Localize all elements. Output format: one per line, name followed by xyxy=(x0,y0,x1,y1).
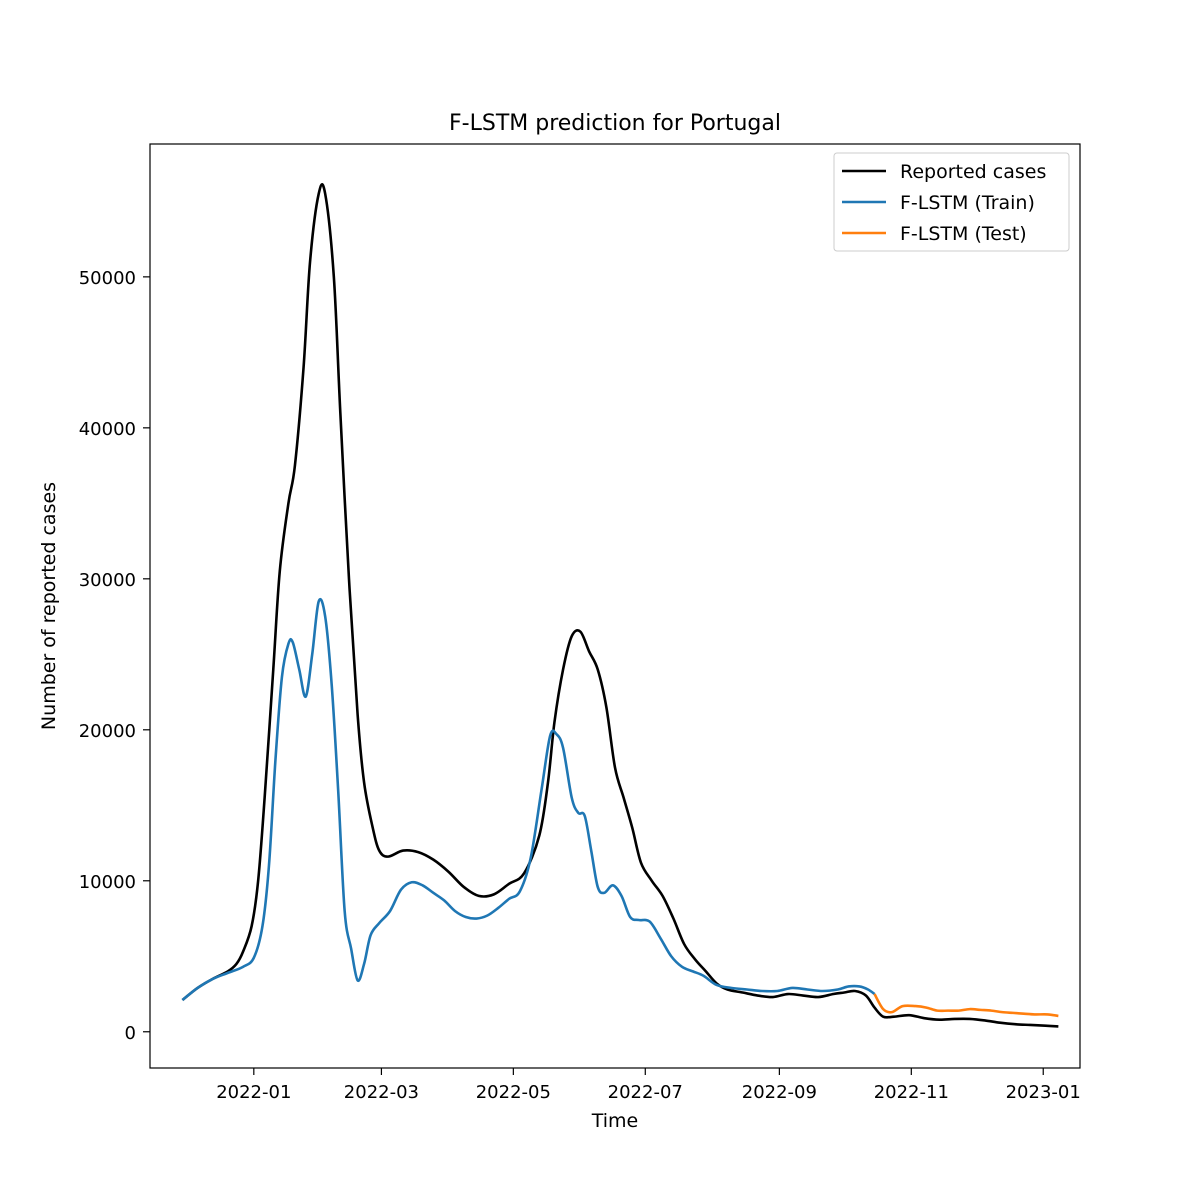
x-tick-label: 2022-05 xyxy=(476,1082,551,1103)
x-tick-label: 2022-11 xyxy=(874,1082,949,1103)
series-layer xyxy=(181,183,1059,1028)
x-tick-label: 2022-07 xyxy=(608,1082,683,1103)
x-tick-label: 2023-01 xyxy=(1006,1082,1081,1103)
series-line-f-lstm-train xyxy=(181,597,876,1002)
x-tick-label: 2022-01 xyxy=(216,1082,291,1103)
x-tick-label: 2022-09 xyxy=(742,1082,817,1103)
x-tick-label: 2022-03 xyxy=(344,1082,419,1103)
legend-label: Reported cases xyxy=(900,161,1046,183)
y-axis-label: Number of reported cases xyxy=(38,482,60,730)
x-axis: 2022-01 2022-03 2022-05 2022-07 2022-09 2022-… xyxy=(216,1068,1081,1103)
chart-title: F-LSTM prediction for Portugal xyxy=(449,111,781,136)
y-tick-label: 20000 xyxy=(79,721,136,742)
plot-frame xyxy=(149,143,1081,1069)
series-line-f-lstm-test xyxy=(873,993,1059,1018)
legend-box xyxy=(833,152,1070,252)
y-tick-label: 10000 xyxy=(79,872,136,893)
y-tick-label: 30000 xyxy=(79,570,136,591)
y-tick-label: 50000 xyxy=(79,268,136,289)
y-tick-label: 40000 xyxy=(79,419,136,440)
series-line-reported-cases xyxy=(181,183,1059,1028)
legend: Reported cases F-LSTM (Train) F-LSTM (Test… xyxy=(833,152,1070,252)
legend-label: F-LSTM (Test) xyxy=(900,223,1027,245)
y-tick-label: 0 xyxy=(125,1023,136,1044)
y-axis: 0 10000 20000 30000 40000 50000 xyxy=(79,268,150,1044)
legend-label: F-LSTM (Train) xyxy=(900,192,1035,214)
x-axis-label: Time xyxy=(591,1110,639,1132)
